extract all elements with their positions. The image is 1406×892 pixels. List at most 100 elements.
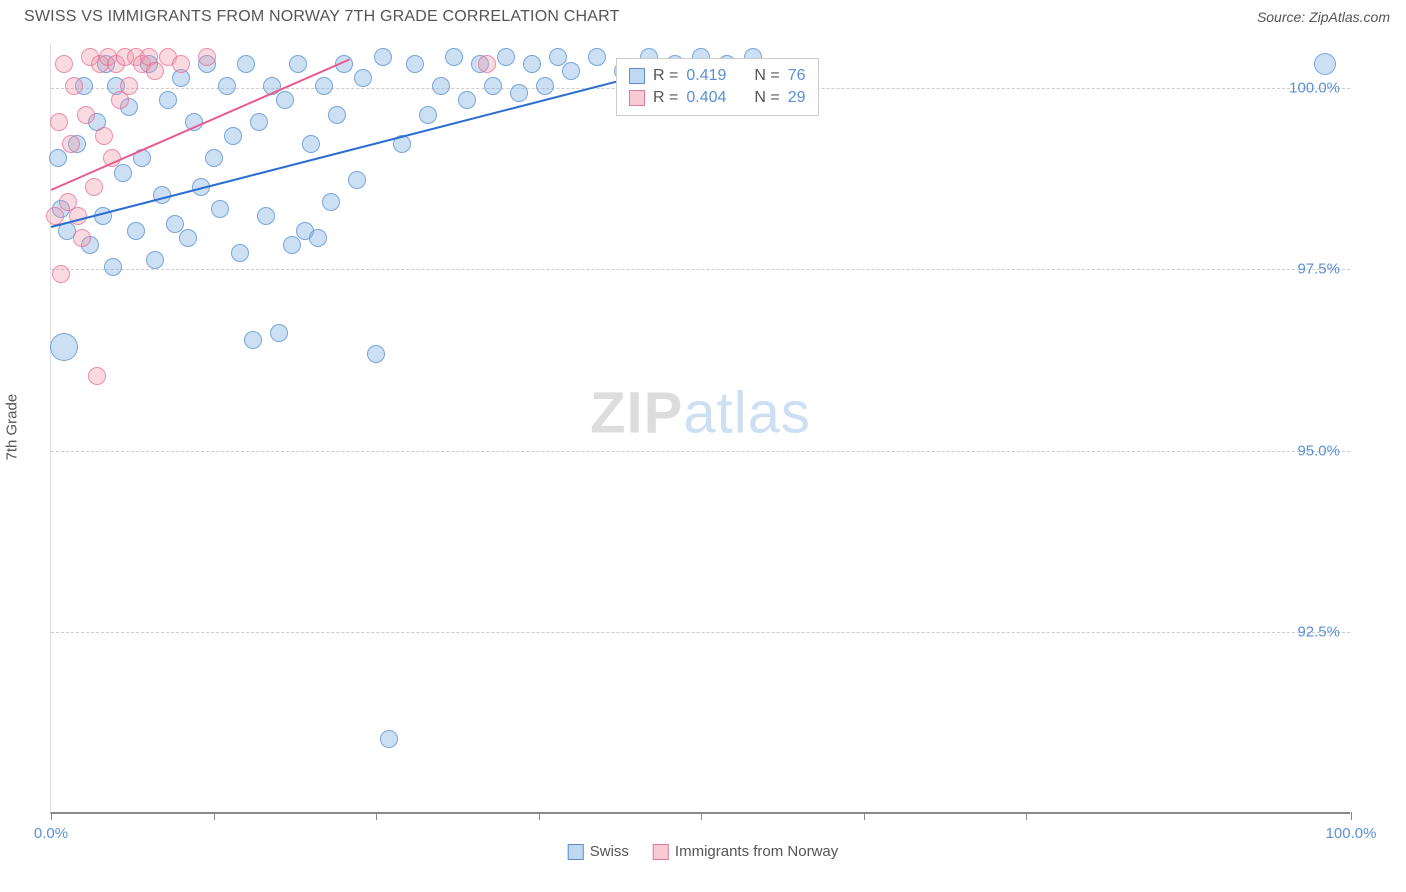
x-tick	[376, 812, 377, 820]
data-point[interactable]	[309, 229, 327, 247]
data-point[interactable]	[104, 258, 122, 276]
data-point[interactable]	[510, 84, 528, 102]
x-tick	[701, 812, 702, 820]
plot-area: ZIPatlas 92.5%95.0%97.5%100.0%0.0%100.0%…	[50, 44, 1350, 814]
data-point[interactable]	[549, 48, 567, 66]
data-point[interactable]	[536, 77, 554, 95]
legend-swatch-blue	[629, 68, 645, 84]
data-point[interactable]	[114, 164, 132, 182]
data-point[interactable]	[85, 178, 103, 196]
data-point[interactable]	[146, 251, 164, 269]
data-point[interactable]	[146, 62, 164, 80]
data-point[interactable]	[172, 55, 190, 73]
stat-r-label: R =	[653, 89, 678, 107]
legend-item[interactable]: Immigrants from Norway	[653, 843, 838, 860]
data-point[interactable]	[484, 77, 502, 95]
data-point[interactable]	[348, 171, 366, 189]
data-point[interactable]	[211, 200, 229, 218]
data-point[interactable]	[458, 91, 476, 109]
x-tick-label: 100.0%	[1326, 825, 1377, 842]
x-tick	[1026, 812, 1027, 820]
chart-header: SWISS VS IMMIGRANTS FROM NORWAY 7TH GRAD…	[0, 0, 1406, 32]
x-tick	[51, 812, 52, 820]
x-tick-label: 0.0%	[34, 825, 68, 842]
chart-source: Source: ZipAtlas.com	[1257, 9, 1390, 25]
data-point[interactable]	[231, 244, 249, 262]
data-point[interactable]	[276, 91, 294, 109]
data-point[interactable]	[1314, 53, 1336, 75]
trendline	[51, 59, 701, 228]
legend-bottom: Swiss Immigrants from Norway	[568, 843, 839, 860]
data-point[interactable]	[523, 55, 541, 73]
legend-swatch-pink	[653, 844, 669, 860]
stat-n-value: 76	[788, 67, 806, 85]
data-point[interactable]	[218, 77, 236, 95]
data-point[interactable]	[478, 55, 496, 73]
data-point[interactable]	[127, 222, 145, 240]
watermark-zip: ZIP	[590, 380, 683, 445]
data-point[interactable]	[315, 77, 333, 95]
data-point[interactable]	[55, 55, 73, 73]
stat-n-label: N =	[754, 67, 779, 85]
legend-swatch-pink	[629, 90, 645, 106]
data-point[interactable]	[289, 55, 307, 73]
x-tick	[864, 812, 865, 820]
data-point[interactable]	[328, 106, 346, 124]
data-point[interactable]	[65, 77, 83, 95]
stat-r-label: R =	[653, 67, 678, 85]
data-point[interactable]	[257, 207, 275, 225]
data-point[interactable]	[179, 229, 197, 247]
data-point[interactable]	[432, 77, 450, 95]
legend-item[interactable]: Swiss	[568, 843, 629, 860]
data-point[interactable]	[120, 77, 138, 95]
data-point[interactable]	[205, 149, 223, 167]
stat-r-value: 0.419	[686, 67, 726, 85]
y-tick-label: 95.0%	[1297, 442, 1340, 459]
data-point[interactable]	[159, 91, 177, 109]
y-tick-label: 97.5%	[1297, 261, 1340, 278]
chart-container: 7th Grade ZIPatlas 92.5% 95.0% 97.5% 100.0%…	[0, 32, 1406, 862]
data-point[interactable]	[445, 48, 463, 66]
data-point[interactable]	[497, 48, 515, 66]
data-point[interactable]	[50, 333, 78, 361]
stat-n-value: 29	[788, 89, 806, 107]
data-point[interactable]	[374, 48, 392, 66]
x-tick	[539, 812, 540, 820]
gridline-h	[51, 632, 1350, 633]
y-axis-title: 7th Grade	[4, 394, 21, 461]
data-point[interactable]	[77, 106, 95, 124]
data-point[interactable]	[224, 127, 242, 145]
data-point[interactable]	[302, 135, 320, 153]
data-point[interactable]	[237, 55, 255, 73]
data-point[interactable]	[322, 193, 340, 211]
gridline-h	[51, 451, 1350, 452]
data-point[interactable]	[562, 62, 580, 80]
data-point[interactable]	[244, 331, 262, 349]
data-point[interactable]	[283, 236, 301, 254]
x-tick	[1351, 812, 1352, 820]
data-point[interactable]	[380, 730, 398, 748]
data-point[interactable]	[49, 149, 67, 167]
data-point[interactable]	[95, 127, 113, 145]
x-tick	[214, 812, 215, 820]
data-point[interactable]	[406, 55, 424, 73]
data-point[interactable]	[52, 265, 70, 283]
data-point[interactable]	[270, 324, 288, 342]
data-point[interactable]	[588, 48, 606, 66]
y-tick-label: 92.5%	[1297, 624, 1340, 641]
legend-stats-box: R =0.419N =76R =0.404N =29	[616, 58, 819, 116]
data-point[interactable]	[88, 367, 106, 385]
data-point[interactable]	[198, 48, 216, 66]
data-point[interactable]	[250, 113, 268, 131]
data-point[interactable]	[367, 345, 385, 363]
data-point[interactable]	[354, 69, 372, 87]
gridline-h	[51, 269, 1350, 270]
data-point[interactable]	[419, 106, 437, 124]
data-point[interactable]	[73, 229, 91, 247]
data-point[interactable]	[62, 135, 80, 153]
legend-label: Immigrants from Norway	[675, 843, 838, 860]
data-point[interactable]	[50, 113, 68, 131]
data-point[interactable]	[166, 215, 184, 233]
chart-title: SWISS VS IMMIGRANTS FROM NORWAY 7TH GRAD…	[24, 8, 620, 26]
watermark-atlas: atlas	[683, 380, 811, 445]
